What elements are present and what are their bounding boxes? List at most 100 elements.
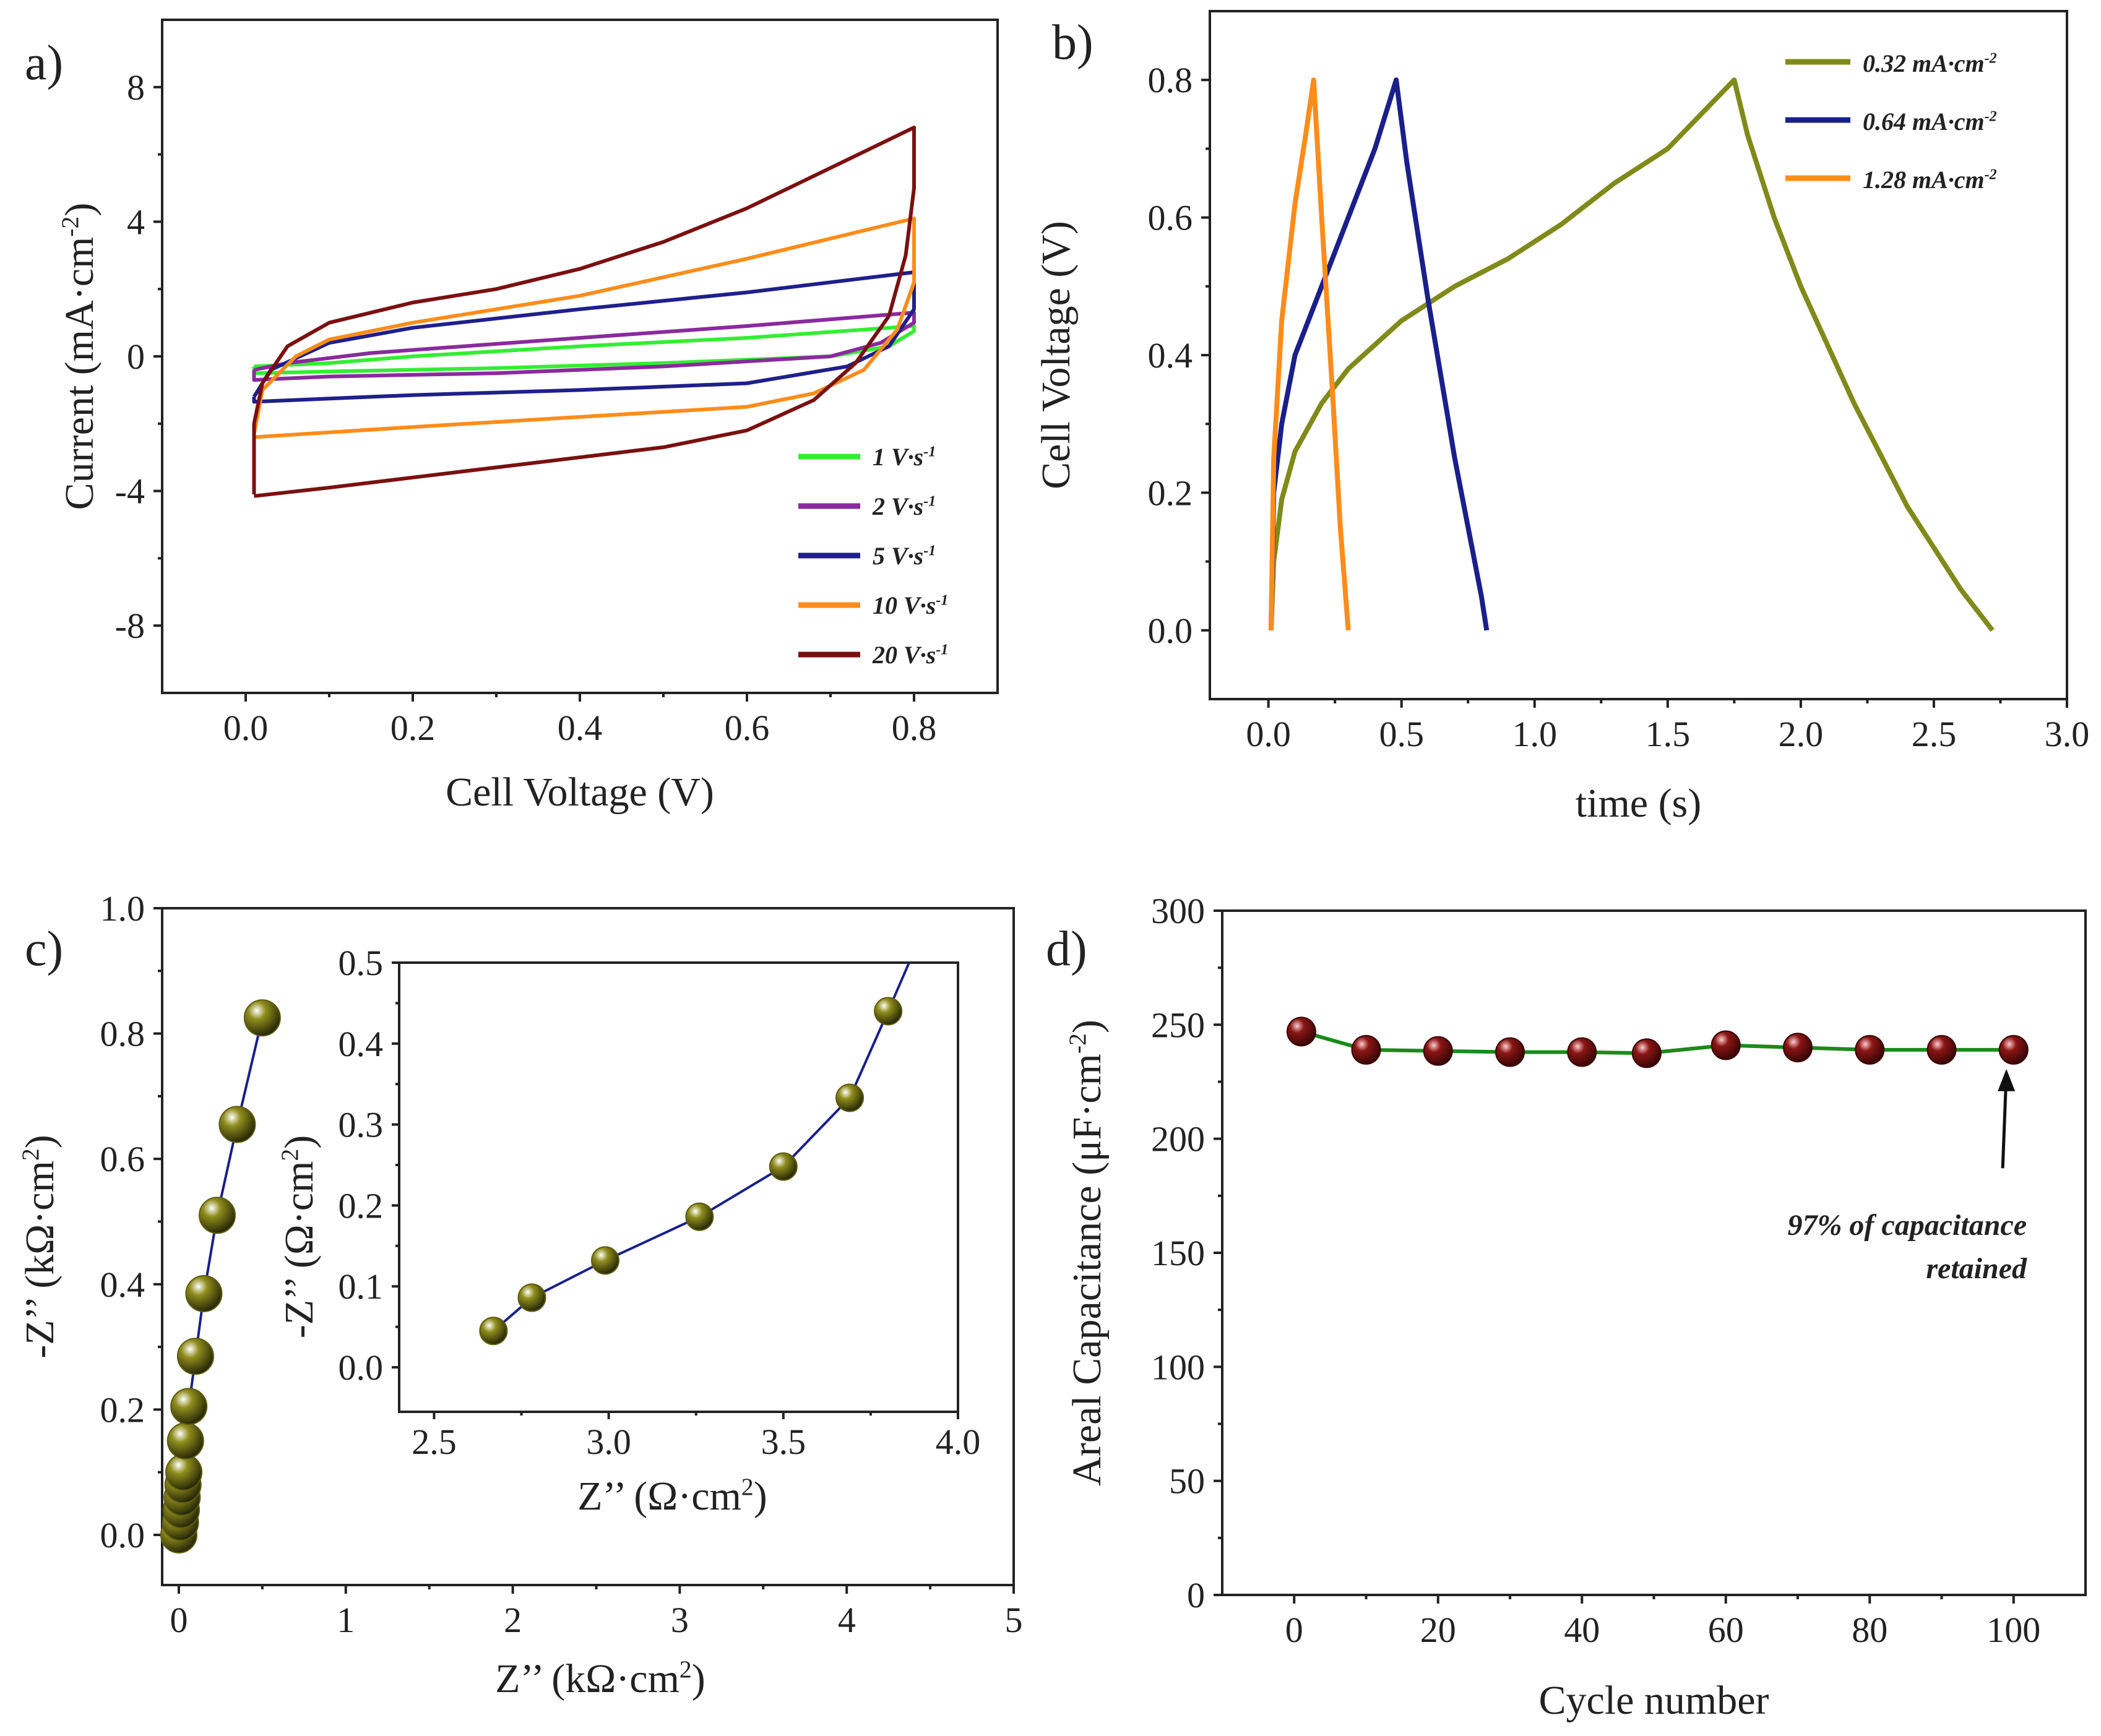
x-tick-label: 2.5 [412,1422,457,1462]
y-tick-label: 0.6 [100,1139,145,1179]
x-tick-label: 4 [838,1600,856,1640]
cv-curve-4 [252,126,916,498]
x-tick-label: 0.2 [390,708,436,748]
inset-data-point [685,1202,714,1231]
y-tick-label: 8 [127,67,145,108]
panel-b-gcd-chart: 0.0 0.5 1.0 1.5 2.0 2.5 3.0 0.0 0.2 0.4 0.6 0.8 time… [1033,10,2090,826]
y-tick-label: 0.0 [339,1347,384,1388]
y-tick-label: 4 [127,202,145,242]
inset-fit-line [493,962,910,1332]
legend-label: 5 V·s-1 [873,542,936,570]
y-tick-label: 0.3 [339,1105,384,1145]
legend-label: 1 V·s-1 [873,443,936,471]
capacitance-point [1567,1037,1597,1067]
x-tick-label: 80 [1852,1610,1887,1650]
inset-data-point [517,1283,546,1312]
x-tick-label: 3 [671,1600,689,1640]
x-axis-title: Cell Voltage (V) [446,770,714,815]
y-tick-label: 300 [1151,891,1205,931]
x-axis-title: Cycle number [1538,1678,1769,1723]
panel-label-c: c) [25,922,63,976]
capacitance-point [1423,1036,1453,1066]
y-tick-label: 0.6 [1148,198,1193,238]
x-tick-label: 0.5 [1379,714,1424,754]
x-tick-label: 0.6 [725,708,770,748]
panel-a-cv-chart: 0.0 0.2 0.4 0.6 0.8 -8 -4 0 4 8 Cell Voltage (V) Cu… [56,19,999,815]
x-tick-label: 100 [1987,1610,2040,1650]
inset-data-point [590,1246,619,1275]
eis-data-point [170,1388,208,1425]
x-tick-label: 0.8 [892,708,937,748]
inset-y-axis-title: -Z’’ (Ω·cm2) [276,1135,322,1338]
capacitance-point [1631,1038,1662,1068]
y-tick-label: 100 [1151,1347,1205,1387]
y-tick-label: 0 [127,337,145,377]
annotation-arrow-head [1998,1068,2016,1091]
legend-label: 2 V·s-1 [872,492,936,520]
x-tick-label: 4.0 [936,1422,981,1462]
gcd-curve-2 [1268,77,1351,631]
y-tick-label: 0.2 [339,1185,384,1226]
panel-label-a: a) [25,36,63,90]
x-tick-label: 0.0 [223,708,269,748]
x-tick-label: 0 [1285,1610,1303,1650]
y-tick-label: 0.2 [100,1390,145,1430]
inset-data-point [769,1152,798,1181]
x-tick-label: 0.4 [558,708,603,748]
x-tick-label: 2.5 [1912,714,1957,754]
x-axis-title: time (s) [1576,781,1701,826]
legend-label: 10 V·s-1 [873,591,948,619]
y-tick-label: 1.0 [100,888,145,929]
capacitance-point [1783,1033,1813,1063]
x-tick-label: 0 [170,1600,188,1640]
inset-x-axis-title: Z’’ (Ω·cm2) [577,1473,767,1519]
x-axis-title: Z’’ (kΩ·cm2) [495,1656,705,1701]
capacitance-point [1351,1034,1381,1065]
x-tick-label: 3.0 [2045,714,2090,754]
panel-c-inset-chart: 2.5 3.0 3.5 4.0 0.0 0.1 0.2 0.3 0.4 0.5 Z’’ (Ω·cm2… [276,943,980,1519]
gcd-curve-1 [1268,77,1490,631]
legend-label: 20 V·s-1 [872,641,948,669]
y-tick-label: 0.4 [100,1265,145,1305]
x-tick-label: 2 [504,1600,522,1640]
capacitance-point [1286,1016,1316,1047]
panel-d-cycling-chart: 0 20 40 60 80 100 0 50 100 150 200 250 300 Cycle numb… [1064,891,2087,1723]
x-tick-label: 1.5 [1646,714,1691,754]
y-tick-label: 0.5 [339,943,384,983]
x-tick-label: 1.0 [1512,714,1558,754]
plot-frame [398,961,959,1413]
eis-data-point [218,1106,256,1143]
panel-c-eis-chart: 0 1 2 3 4 5 0.0 0.2 0.4 0.6 0.8 1.0 Z’’ (kΩ·cm2) -Z’’… [17,888,1022,1701]
y-axis-title: Cell Voltage (V) [1033,221,1079,489]
capacitance-point [1926,1034,1957,1065]
cv-curve-2 [252,270,916,404]
y-tick-label: 0.8 [100,1014,145,1054]
annotation-text-line2: retained [1926,1252,2027,1285]
eis-data-point [243,999,281,1037]
cv-curve-3 [252,217,916,439]
y-tick-label: 0.8 [1148,60,1193,100]
capacitance-point [1495,1037,1525,1067]
inset-data-point [874,997,903,1026]
eis-data-point [199,1197,236,1234]
y-axis-title: Areal Capacitance (μF·cm-2) [1064,1020,1110,1486]
y-axis-title: Current (mA·cm-2) [56,203,102,510]
eis-data-point [166,1422,204,1460]
y-tick-label: -4 [115,471,145,512]
x-tick-label: 40 [1564,1610,1600,1650]
gcd-curve-0 [1268,77,1995,632]
x-tick-label: 20 [1420,1610,1456,1650]
legend-label: 0.32 mA·cm-2 [1863,49,1997,77]
eis-data-point [176,1338,214,1375]
legend-label: 0.64 mA·cm-2 [1863,108,1997,135]
y-tick-label: 200 [1151,1119,1205,1159]
y-tick-label: 0.4 [339,1024,384,1064]
inset-data-point [835,1083,865,1112]
plot-frame [161,907,1015,1586]
x-tick-label: 0.0 [1246,714,1291,754]
y-tick-label: 0.0 [1148,611,1193,651]
capacitance-point [1711,1030,1741,1060]
y-tick-label: 150 [1151,1233,1205,1273]
y-tick-label: 0.1 [339,1266,384,1307]
